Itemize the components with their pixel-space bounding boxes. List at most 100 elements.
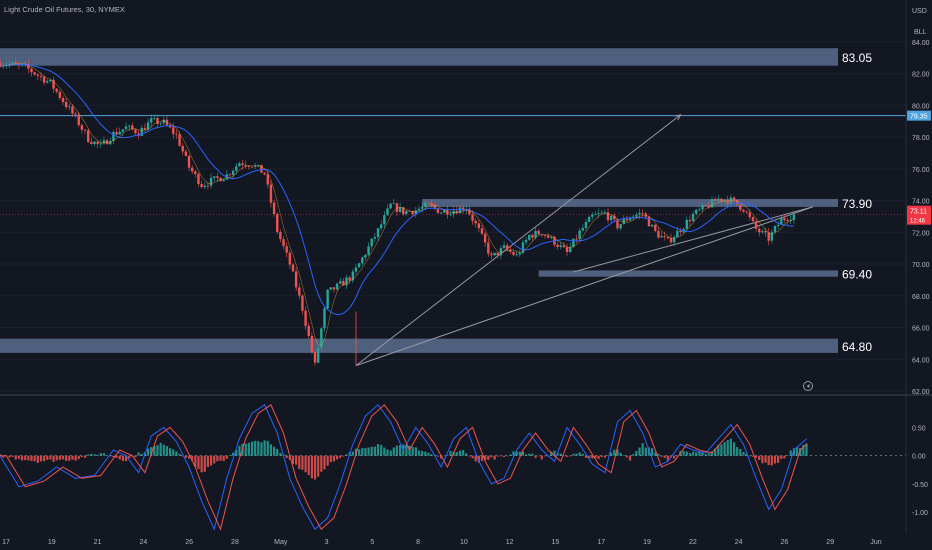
candle xyxy=(688,219,692,222)
support-resistance-zone[interactable] xyxy=(422,198,838,207)
candle xyxy=(600,212,603,214)
histogram-bar xyxy=(471,455,474,459)
candle xyxy=(203,185,206,188)
candle xyxy=(483,233,487,243)
histogram-bar xyxy=(266,440,269,456)
time-axis-tick: 10 xyxy=(460,539,468,546)
histogram-bar xyxy=(269,444,273,456)
histogram-bar xyxy=(209,455,213,466)
candle xyxy=(379,224,383,229)
moving-average-line xyxy=(0,63,794,316)
histogram-bar xyxy=(80,455,84,457)
candle xyxy=(669,238,673,243)
histogram-bar xyxy=(528,453,531,456)
candle xyxy=(430,202,433,206)
candle xyxy=(518,252,522,255)
histogram-bar xyxy=(109,455,112,457)
candle xyxy=(238,163,241,167)
candle xyxy=(222,179,225,182)
candle xyxy=(52,79,55,89)
candle xyxy=(197,173,200,185)
histogram-bar xyxy=(691,451,695,456)
histogram-bar xyxy=(562,455,566,457)
candle xyxy=(773,226,777,233)
candle xyxy=(458,207,462,214)
time-axis-tick: 26 xyxy=(781,539,789,546)
candle xyxy=(490,253,493,256)
price-axis-tick: 64.00 xyxy=(912,357,930,364)
histogram-bar xyxy=(525,454,528,456)
histogram-bar xyxy=(380,444,383,456)
candle xyxy=(635,214,638,217)
histogram-bar xyxy=(701,452,704,456)
candle xyxy=(575,238,578,240)
time-axis-tick: 3 xyxy=(325,539,329,546)
candle xyxy=(49,79,52,82)
candle xyxy=(231,170,235,175)
candle xyxy=(36,74,40,76)
support-resistance-zone[interactable] xyxy=(0,338,838,353)
candle xyxy=(357,263,361,268)
trendline[interactable] xyxy=(573,206,813,273)
candle xyxy=(162,119,166,124)
candle xyxy=(619,224,622,229)
candle xyxy=(351,271,355,281)
histogram-bar xyxy=(430,454,433,456)
candle xyxy=(55,88,58,92)
histogram-bar xyxy=(46,455,49,460)
support-resistance-zone[interactable] xyxy=(0,48,838,66)
histogram-bar xyxy=(17,455,21,459)
trendline[interactable] xyxy=(355,114,681,367)
candle xyxy=(707,205,711,208)
time-axis-tick: Jun xyxy=(870,539,881,546)
candle xyxy=(723,200,726,202)
histogram-bar xyxy=(543,455,547,457)
histogram-bar xyxy=(383,447,386,456)
support-resistance-zone[interactable] xyxy=(538,270,838,277)
histogram-bar xyxy=(638,447,641,456)
histogram-bar xyxy=(169,448,172,456)
candle xyxy=(713,199,717,202)
signal-line xyxy=(0,404,807,531)
histogram-bar xyxy=(389,450,392,456)
candle xyxy=(153,118,156,119)
histogram-bar xyxy=(588,455,591,459)
candle xyxy=(326,289,329,309)
time-axis-tick: 22 xyxy=(689,539,697,546)
candle xyxy=(521,242,525,253)
histogram-bar xyxy=(616,449,619,456)
candle xyxy=(58,91,62,98)
candle xyxy=(165,119,169,126)
histogram-bar xyxy=(799,448,802,456)
candle xyxy=(411,211,414,215)
trendline[interactable] xyxy=(355,206,813,367)
histogram-bar xyxy=(77,455,80,460)
replay-icon[interactable] xyxy=(803,381,813,391)
candle xyxy=(499,248,503,256)
histogram-bar xyxy=(222,455,225,462)
time-axis-tick: 28 xyxy=(231,539,239,546)
candle xyxy=(748,212,751,218)
histogram-bar xyxy=(52,455,55,462)
candle xyxy=(764,231,767,233)
candle xyxy=(244,165,247,167)
time-axis-tick: 5 xyxy=(370,539,374,546)
time-axis-tick: 24 xyxy=(139,539,147,546)
histogram-bar xyxy=(364,448,367,456)
histogram-bar xyxy=(569,455,572,457)
candle xyxy=(386,208,389,216)
histogram-bar xyxy=(367,447,370,456)
candle xyxy=(625,218,629,221)
histogram-bar xyxy=(540,455,543,460)
histogram-bar xyxy=(777,455,780,463)
histogram-bar xyxy=(395,445,399,456)
histogram-bar xyxy=(603,455,606,458)
histogram-bar xyxy=(792,448,795,456)
candle xyxy=(194,171,197,174)
histogram-bar xyxy=(632,453,635,456)
candle xyxy=(477,223,481,229)
histogram-bar xyxy=(68,455,71,461)
histogram-bar xyxy=(194,455,197,467)
candle xyxy=(77,114,80,126)
